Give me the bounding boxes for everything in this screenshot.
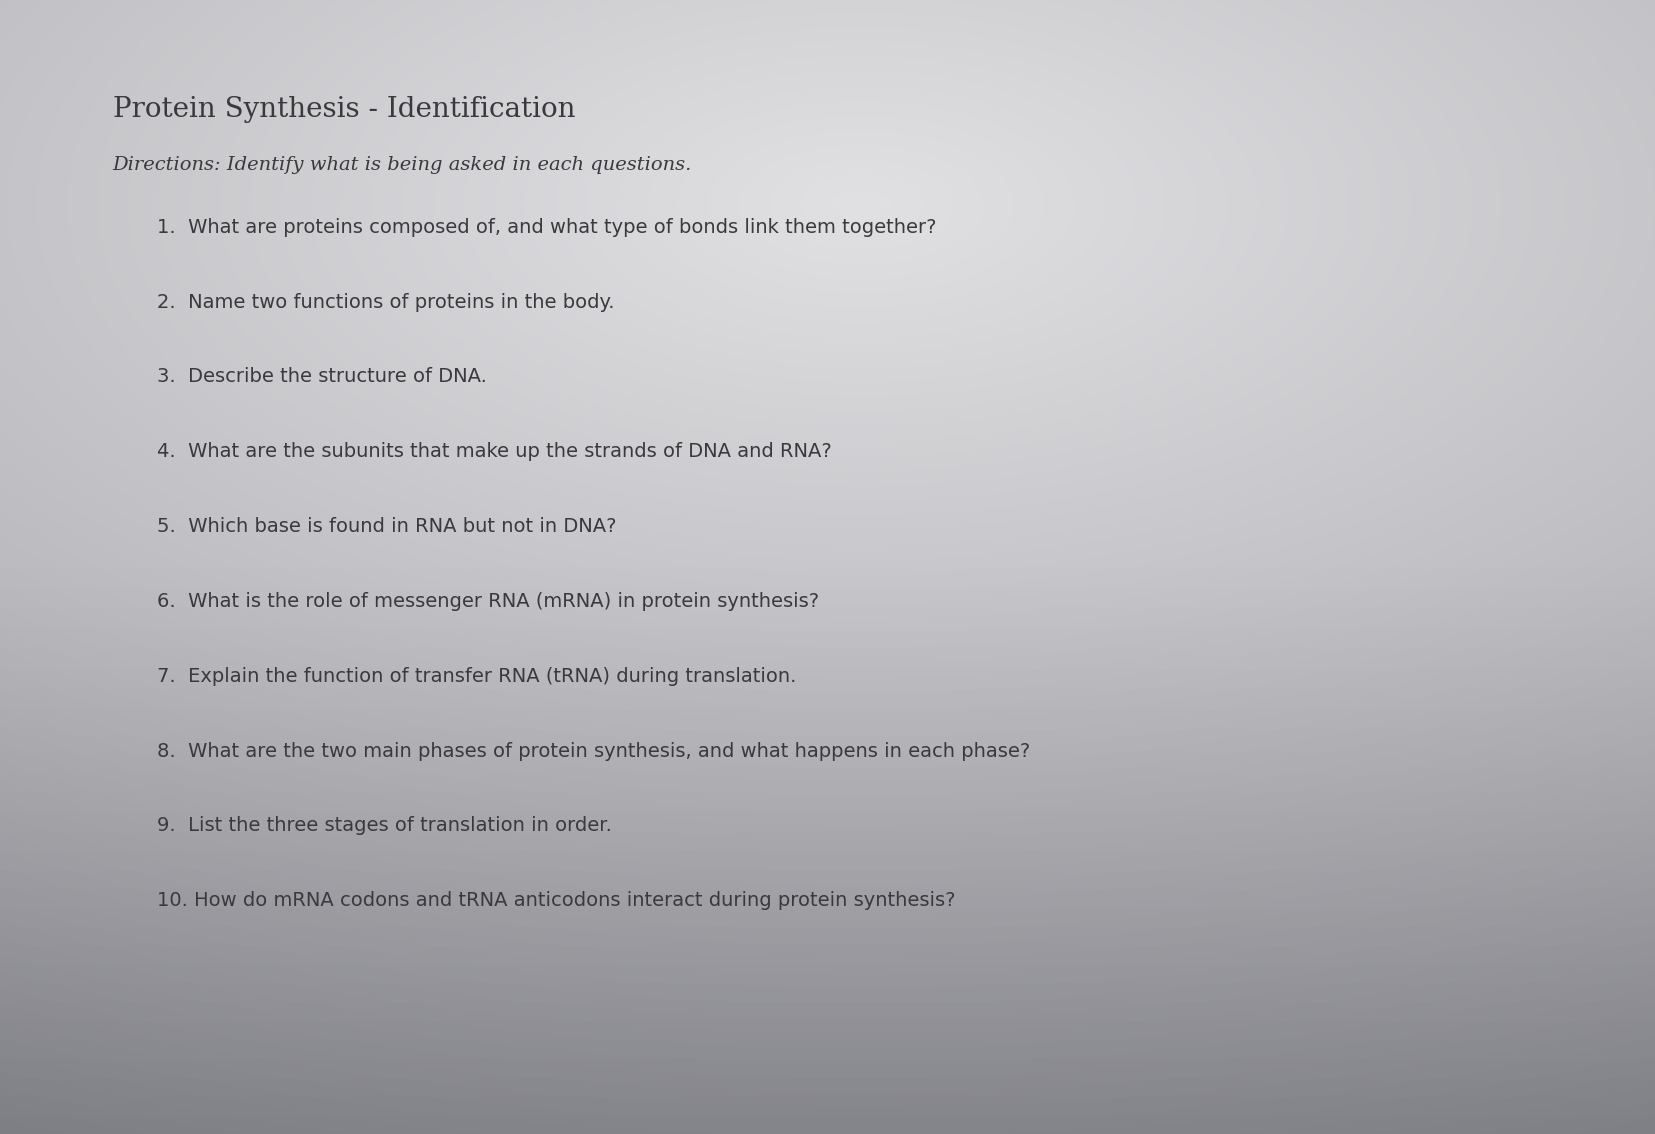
- Text: 9.  List the three stages of translation in order.: 9. List the three stages of translation …: [157, 816, 612, 836]
- Text: 3.  Describe the structure of DNA.: 3. Describe the structure of DNA.: [157, 367, 487, 387]
- Text: 6.  What is the role of messenger RNA (mRNA) in protein synthesis?: 6. What is the role of messenger RNA (mR…: [157, 592, 819, 611]
- Text: 4.  What are the subunits that make up the strands of DNA and RNA?: 4. What are the subunits that make up th…: [157, 442, 832, 462]
- Text: Protein Synthesis - Identification: Protein Synthesis - Identification: [113, 96, 574, 124]
- Text: 10. How do mRNA codons and tRNA anticodons interact during protein synthesis?: 10. How do mRNA codons and tRNA anticodo…: [157, 891, 955, 911]
- Text: 7.  Explain the function of transfer RNA (tRNA) during translation.: 7. Explain the function of transfer RNA …: [157, 667, 796, 686]
- Text: Directions: Identify what is being asked in each questions.: Directions: Identify what is being asked…: [113, 156, 692, 175]
- Text: 1.  What are proteins composed of, and what type of bonds link them together?: 1. What are proteins composed of, and wh…: [157, 218, 937, 237]
- Text: 8.  What are the two main phases of protein synthesis, and what happens in each : 8. What are the two main phases of prote…: [157, 742, 1031, 761]
- Text: 2.  Name two functions of proteins in the body.: 2. Name two functions of proteins in the…: [157, 293, 614, 312]
- Text: 5.  Which base is found in RNA but not in DNA?: 5. Which base is found in RNA but not in…: [157, 517, 617, 536]
